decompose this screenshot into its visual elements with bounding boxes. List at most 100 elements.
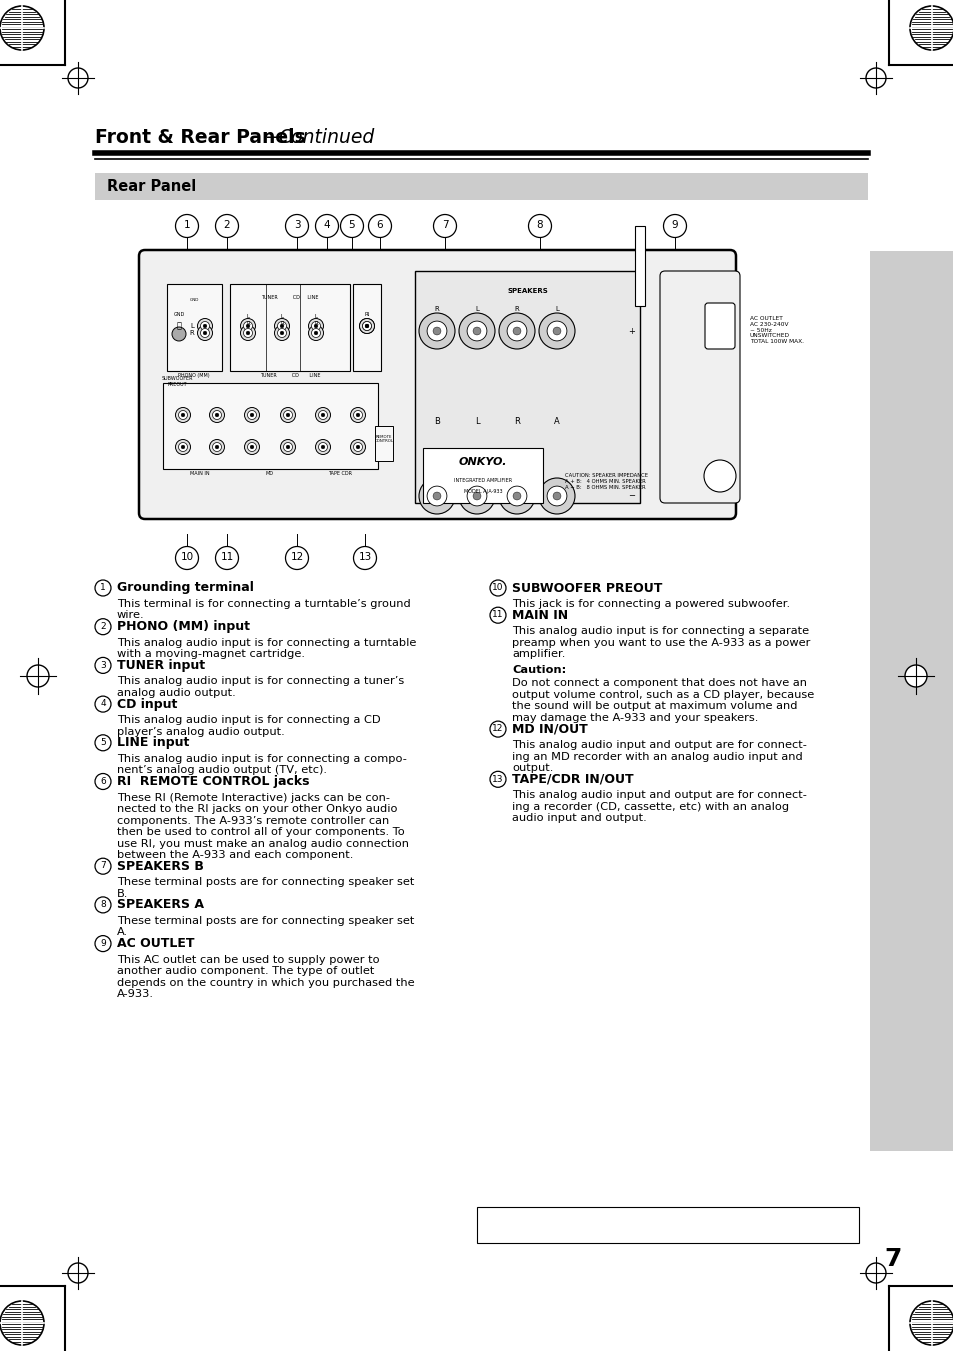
Circle shape bbox=[280, 324, 284, 328]
Text: This jack is for connecting a powered subwoofer.: This jack is for connecting a powered su… bbox=[512, 598, 789, 609]
FancyBboxPatch shape bbox=[704, 303, 734, 349]
Text: 11: 11 bbox=[220, 553, 233, 562]
Text: A.: A. bbox=[117, 927, 128, 938]
Text: L: L bbox=[246, 313, 250, 319]
Text: +: + bbox=[628, 327, 635, 335]
Circle shape bbox=[314, 331, 317, 335]
Text: 5: 5 bbox=[349, 220, 355, 231]
Circle shape bbox=[285, 547, 308, 570]
Bar bbox=[167, 284, 222, 372]
Circle shape bbox=[314, 324, 317, 328]
Circle shape bbox=[490, 771, 505, 788]
Circle shape bbox=[427, 486, 446, 505]
Text: 8: 8 bbox=[537, 220, 543, 231]
Text: These terminal posts are for connecting speaker set: These terminal posts are for connecting … bbox=[117, 877, 414, 888]
Circle shape bbox=[312, 322, 320, 331]
Text: 12: 12 bbox=[492, 724, 503, 734]
Circle shape bbox=[538, 313, 575, 349]
Circle shape bbox=[95, 936, 111, 951]
Text: These terminal posts are for connecting speaker set: These terminal posts are for connecting … bbox=[117, 916, 414, 925]
Circle shape bbox=[359, 319, 375, 334]
Circle shape bbox=[246, 331, 250, 335]
Text: MD IN/OUT: MD IN/OUT bbox=[512, 723, 587, 735]
Text: 9: 9 bbox=[100, 939, 106, 948]
Circle shape bbox=[243, 328, 253, 338]
Text: L: L bbox=[314, 313, 317, 319]
Circle shape bbox=[865, 68, 885, 88]
Text: TUNER input: TUNER input bbox=[117, 659, 205, 671]
Text: ing an MD recorder with an analog audio input and: ing an MD recorder with an analog audio … bbox=[512, 751, 801, 762]
Circle shape bbox=[340, 215, 363, 238]
Circle shape bbox=[240, 326, 255, 340]
Circle shape bbox=[280, 408, 295, 423]
Text: nent’s analog audio output (TV, etc).: nent’s analog audio output (TV, etc). bbox=[117, 765, 327, 775]
Text: 9: 9 bbox=[671, 220, 678, 231]
Bar bbox=[95, 173, 867, 200]
Text: analog audio output.: analog audio output. bbox=[117, 688, 235, 698]
Circle shape bbox=[538, 478, 575, 513]
Circle shape bbox=[490, 607, 505, 623]
Circle shape bbox=[274, 326, 289, 340]
Text: 10: 10 bbox=[180, 553, 193, 562]
Circle shape bbox=[467, 322, 486, 340]
Circle shape bbox=[250, 444, 253, 449]
Circle shape bbox=[362, 322, 371, 331]
Text: 12: 12 bbox=[290, 553, 303, 562]
Text: 13: 13 bbox=[358, 553, 372, 562]
Circle shape bbox=[95, 580, 111, 596]
Circle shape bbox=[418, 478, 455, 513]
Text: 3: 3 bbox=[100, 661, 106, 670]
Circle shape bbox=[95, 897, 111, 913]
Circle shape bbox=[285, 215, 308, 238]
Circle shape bbox=[498, 313, 535, 349]
Text: SPEAKERS: SPEAKERS bbox=[507, 288, 547, 295]
Text: A-933.: A-933. bbox=[117, 989, 153, 1000]
Text: MD: MD bbox=[266, 471, 274, 476]
Text: These RI (Remote Interactive) jacks can be con-: These RI (Remote Interactive) jacks can … bbox=[117, 793, 390, 802]
Text: 13: 13 bbox=[492, 774, 503, 784]
Circle shape bbox=[507, 322, 526, 340]
Text: B: B bbox=[434, 416, 439, 426]
Circle shape bbox=[553, 327, 560, 335]
Circle shape bbox=[178, 443, 188, 451]
Circle shape bbox=[203, 331, 207, 335]
Circle shape bbox=[286, 413, 290, 417]
Circle shape bbox=[95, 774, 111, 789]
Circle shape bbox=[318, 443, 327, 451]
Circle shape bbox=[250, 413, 253, 417]
Text: AC OUTLET
AC 230-240V
~ 50Hz
UNSWITCHED
TOTAL 100W MAX.: AC OUTLET AC 230-240V ~ 50Hz UNSWITCHED … bbox=[749, 316, 803, 345]
Circle shape bbox=[433, 327, 440, 335]
Text: ing a recorder (CD, cassette, etc) with an analog: ing a recorder (CD, cassette, etc) with … bbox=[512, 801, 788, 812]
Circle shape bbox=[247, 443, 256, 451]
Circle shape bbox=[68, 68, 88, 88]
Text: 8: 8 bbox=[100, 900, 106, 909]
Text: 11: 11 bbox=[492, 611, 503, 619]
Text: ONKYO.: ONKYO. bbox=[458, 457, 507, 467]
Text: 7: 7 bbox=[100, 862, 106, 870]
Bar bbox=[415, 272, 639, 503]
Circle shape bbox=[490, 721, 505, 738]
Circle shape bbox=[197, 326, 213, 340]
Bar bbox=[353, 284, 380, 372]
Circle shape bbox=[200, 328, 210, 338]
Text: nected to the RI jacks on your other Onkyo audio: nected to the RI jacks on your other Onk… bbox=[117, 804, 397, 815]
Circle shape bbox=[244, 408, 259, 423]
Circle shape bbox=[246, 324, 250, 328]
FancyBboxPatch shape bbox=[139, 250, 735, 519]
Circle shape bbox=[200, 322, 210, 331]
Circle shape bbox=[365, 324, 369, 328]
Circle shape bbox=[703, 459, 735, 492]
Text: 1: 1 bbox=[184, 220, 190, 231]
Text: L: L bbox=[555, 305, 558, 312]
Text: 6: 6 bbox=[376, 220, 383, 231]
Text: TUNER          CD     LINE: TUNER CD LINE bbox=[261, 295, 318, 300]
Text: R: R bbox=[189, 330, 193, 336]
Text: TUNER          CD       LINE: TUNER CD LINE bbox=[259, 373, 320, 378]
Circle shape bbox=[213, 443, 221, 451]
Bar bbox=[635, 226, 644, 305]
Circle shape bbox=[458, 313, 495, 349]
Text: Do not connect a component that does not have an: Do not connect a component that does not… bbox=[512, 678, 806, 689]
Text: CD input: CD input bbox=[117, 697, 177, 711]
Circle shape bbox=[277, 328, 286, 338]
Circle shape bbox=[280, 439, 295, 454]
